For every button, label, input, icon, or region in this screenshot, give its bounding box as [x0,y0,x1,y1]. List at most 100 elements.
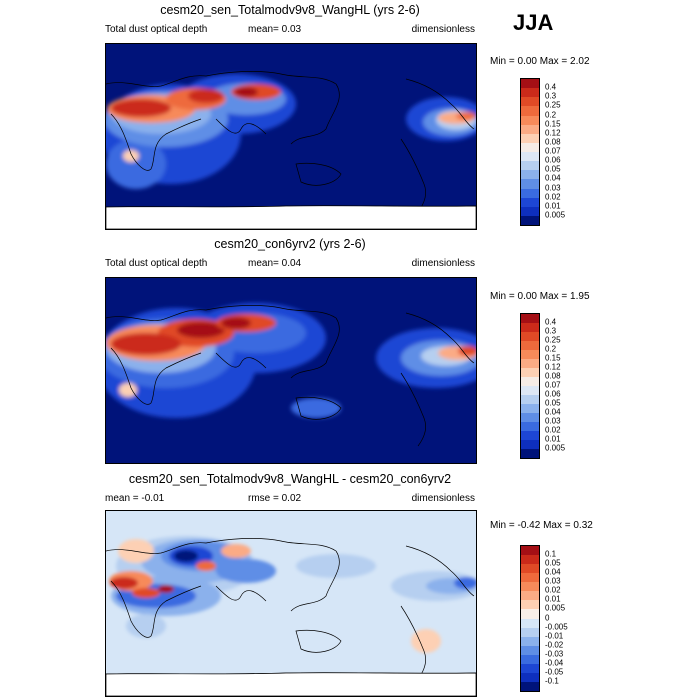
panel-2-title: cesm20_con6yrv2 (yrs 2-6) [214,237,366,251]
colorbar-tick-label: 0.04 [545,567,561,577]
colorbar-tick-label: 0.4 [545,317,557,327]
colorbar-swatch [521,206,539,216]
colorbar-swatch [521,564,539,574]
colorbar-swatch [521,395,539,404]
colorbar-swatch [521,332,539,341]
panel-1-units-label: dimensionless [411,24,475,35]
colorbar-tick-label: 0.05 [545,164,561,174]
colorbar-tick-label: -0.05 [545,667,564,677]
colorbar-swatch [521,449,539,458]
colorbar-tick-label: -0.005 [545,622,568,632]
colorbar-swatch [521,582,539,592]
panel-1-map [105,43,477,230]
colorbar-swatch [521,133,539,143]
panel-2-variable-label: Total dust optical depth [105,258,208,269]
colorbar-swatch [521,636,539,646]
colorbar-tick-label: 0.005 [545,210,566,220]
colorbar-swatch [521,645,539,655]
colorbar-swatch [521,350,539,359]
colorbar-tick-label: 0.4 [545,82,557,92]
colorbar-swatch [521,413,539,422]
colorbar-swatch [521,359,539,368]
colorbar-tick-label: 0.005 [545,443,566,453]
panel-2-mean-label: mean= 0.04 [248,258,302,269]
colorbar-swatch [521,314,539,323]
colorbar-tick-label: 0.25 [545,100,561,110]
colorbar-swatch [521,431,539,440]
colorbar-tick-label: -0.04 [545,658,564,668]
colorbar-swatch [521,618,539,628]
colorbar-tick-label: 0.03 [545,416,561,426]
colorbar-swatch [521,170,539,180]
panel-1-variable-label: Total dust optical depth [105,24,208,35]
colorbar-swatch [521,591,539,601]
panel-3-rmse-label: rmse = 0.02 [248,493,302,504]
colorbar-swatch [521,672,539,682]
colorbar-swatch [521,440,539,449]
colorbar-swatch [521,341,539,350]
colorbar-tick-label: 0.3 [545,326,557,336]
colorbar-swatch [521,573,539,583]
colorbar-swatch [521,142,539,152]
colorbar-swatch [521,152,539,162]
colorbar-swatch [521,106,539,116]
colorbar-tick-label: 0.01 [545,594,561,604]
colorbar-swatch [521,79,539,89]
season-label: JJA [513,10,554,35]
colorbar-tick-label: 0.005 [545,603,566,613]
colorbar-tick-label: 0.2 [545,110,557,119]
colorbar-tick-label: 0.2 [545,344,557,354]
colorbar-swatch [521,546,539,556]
colorbar-tick-label: 0.02 [545,585,561,595]
colorbar-swatch [521,215,539,225]
panel-3-map [105,510,477,697]
panel-3-colorbar [520,545,540,692]
colorbar-tick-label: 0.12 [545,362,561,372]
panel-2-units-label: dimensionless [411,258,475,269]
colorbar-tick-label: 0.06 [545,389,561,399]
colorbar-tick-label: -0.01 [545,631,564,641]
colorbar-tick-label: 0.07 [545,146,561,156]
colorbar-tick-label: 0.01 [545,201,561,211]
colorbar-tick-label: 0.04 [545,173,561,183]
colorbar-swatch [521,88,539,98]
colorbar-swatch [521,422,539,431]
panel-1-colorbar [520,78,540,226]
colorbar-tick-label: 0.01 [545,434,561,444]
colorbar-tick-label: 0.03 [545,576,561,586]
colorbar-tick-label: 0.1 [545,549,557,559]
colorbar-swatch [521,386,539,395]
colorbar-swatch [521,627,539,637]
colorbar-swatch [521,124,539,134]
colorbar-swatch [521,600,539,610]
panel-3-units-label: dimensionless [411,493,475,504]
colorbar-tick-label: 0.07 [545,380,561,390]
colorbar-tick-label: 0.15 [545,353,561,363]
colorbar-swatch [521,663,539,673]
panel-1-minmax: Min = 0.00 Max = 2.02 [490,56,590,67]
colorbar-swatch [521,323,539,332]
colorbar-tick-label: -0.02 [545,640,564,650]
colorbar-swatch [521,188,539,198]
colorbar-tick-label: 0.08 [545,137,561,147]
panel-3-mean-label: mean = -0.01 [105,493,165,504]
colorbar-swatch [521,97,539,107]
colorbar-swatch [521,197,539,207]
colorbar-tick-label: 0.12 [545,128,561,138]
colorbar-swatch [521,377,539,386]
panel-1-title: cesm20_sen_Totalmodv9v8_WangHL (yrs 2-6) [160,3,420,17]
panel-2-colorbar [520,313,540,459]
panel-3-minmax: Min = -0.42 Max = 0.32 [490,520,593,531]
colorbar-tick-label: -0.03 [545,649,564,659]
colorbar-tick-label: 0 [545,613,550,622]
panel-3-title: cesm20_sen_Totalmodv9v8_WangHL - cesm20_… [128,472,452,486]
colorbar-swatch [521,115,539,125]
colorbar-tick-label: 0.02 [545,425,561,435]
colorbar-swatch [521,368,539,377]
colorbar-tick-label: 0.05 [545,398,561,408]
colorbar-tick-label: 0.25 [545,335,561,345]
colorbar-tick-label: 0.02 [545,192,561,202]
colorbar-tick-label: 0.08 [545,371,561,381]
colorbar-tick-label: 0.15 [545,119,561,129]
colorbar-tick-label: 0.05 [545,558,561,568]
